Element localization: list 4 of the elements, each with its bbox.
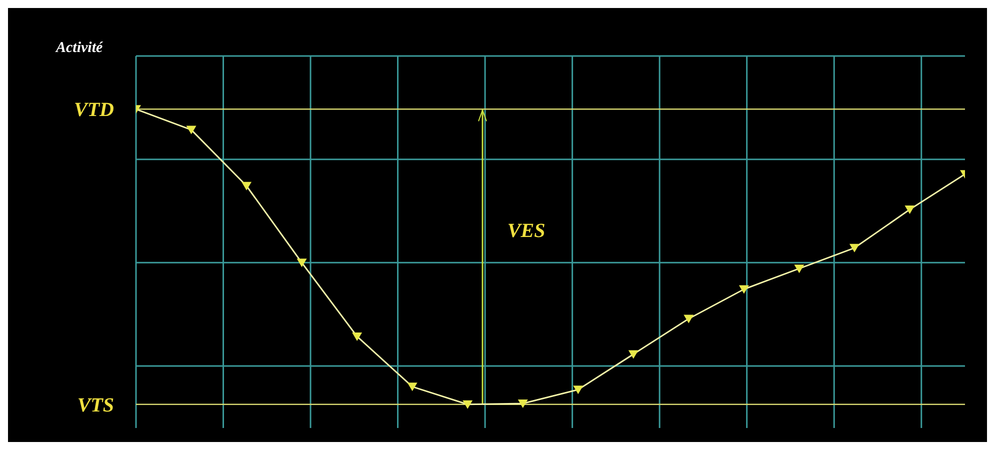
ref-line-label: VTS — [77, 394, 114, 416]
y-axis-title: Activité — [56, 40, 103, 57]
annotation: VES — [507, 220, 546, 243]
ref-line-label: VTD — [74, 99, 114, 122]
